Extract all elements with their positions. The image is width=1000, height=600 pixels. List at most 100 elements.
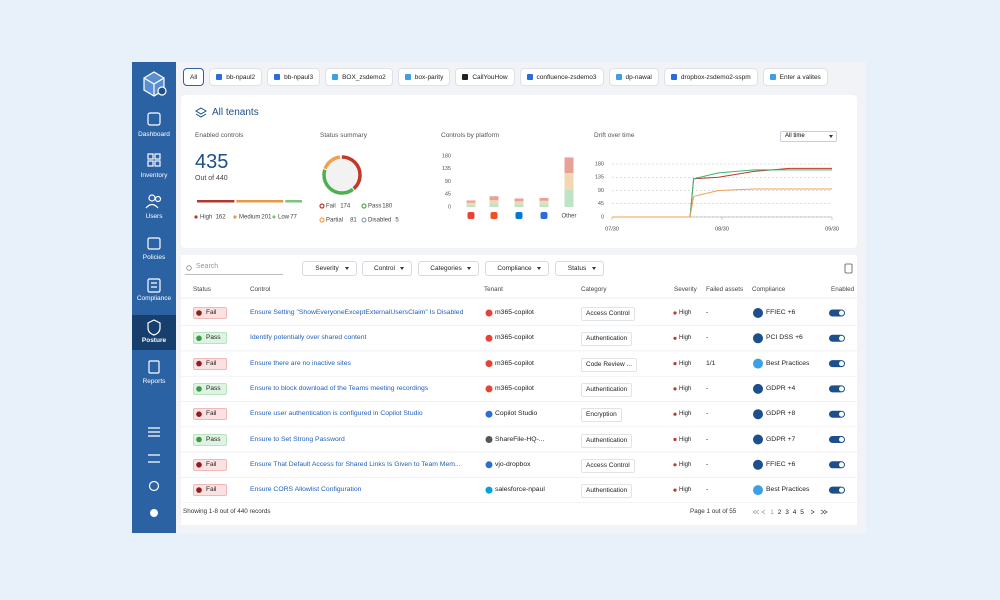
status-badge: Fail [193,357,227,370]
severity-bar [236,200,284,203]
tenant-tab[interactable]: confluence-zsdemo3 [519,68,604,86]
filter-button[interactable]: Status [555,261,604,276]
filter-button[interactable]: Control [362,261,412,276]
severity: High [679,335,692,342]
compliance: GDPR +4 [766,384,796,392]
layers-icon [195,107,207,118]
nav-label: Policies [142,254,166,261]
tab-icon [332,74,339,80]
tab-label: box-parity [414,73,444,81]
range-dropdown[interactable]: All time [780,131,837,142]
legend-name: Medium [239,215,260,221]
dropdown-caret [829,135,833,138]
failed-assets: 1/1 [706,359,716,367]
sidebar [132,62,176,533]
section-label: Enabled controls [195,132,244,139]
y-tick-label: 45 [598,201,604,207]
nav-label: Posture [141,337,167,344]
x-tick-label: 07/30 [605,226,619,232]
tab-label: Enter a valites [779,73,821,81]
status-badge: Pass [193,382,227,395]
section-label: Controls by platform [441,132,500,139]
tenant-tab[interactable]: Enter a valites [762,68,828,86]
y-tick-label: 135 [442,166,451,172]
tenant-tab[interactable]: dp-nawal [608,68,659,86]
overview-title: All tenants [212,107,259,118]
tab-icon [216,74,223,80]
control-link[interactable]: Ensure Setting "ShowEveryoneExceptExtern… [250,309,464,316]
compliance: Best Practices [766,359,810,367]
filter-label: Severity [315,265,339,272]
compliance-icon [753,333,763,344]
tenant-tab[interactable]: bb-npaul2 [209,68,263,86]
bar-segment [564,190,574,207]
page-number: 3 [785,509,789,516]
control-link[interactable]: Ensure CORS Allowlist Configuration [250,486,362,494]
tab-label: BOX_zsdemo2 [342,73,386,81]
control-link[interactable]: Ensure That Default Access for Shared Li… [250,460,461,468]
y-tick-label: 180 [595,161,604,167]
filter-button[interactable]: Categories [418,261,479,276]
filter-caret [592,267,596,270]
tab-label: dp-nawal [625,73,652,81]
severity-bar [197,200,235,203]
severity: High [679,436,692,443]
x-tick-label: 09/30 [825,226,839,232]
tenant-tab[interactable]: All [183,68,205,86]
legend-value: 81 [350,218,357,224]
search-input[interactable]: Search [185,263,283,275]
enabled-subtitle: Out of 440 [195,175,228,182]
filter-button[interactable]: Compliance [485,261,549,276]
status-icon [196,335,202,342]
page-info: Page 1 out of 55 [690,508,737,515]
inventory-icon [154,153,161,160]
legend-dot [319,217,325,223]
control-link[interactable]: Ensure there are no inactive sites [250,359,351,367]
tenant-tab[interactable]: dropbox-zsdemo2-sspm [663,68,758,86]
tenant-tab[interactable]: bb-npaul3 [267,68,321,86]
tenant-name: m365-copilot [495,309,534,316]
tab-icon [615,74,622,80]
bar-segment [539,197,549,201]
donut-segment [322,155,362,195]
control-link[interactable]: Identify potentially over shared content [250,334,367,342]
compliance: Best Practices [766,486,810,494]
failed-assets: - [706,460,709,468]
donut-segment [322,155,362,195]
tenant-tab[interactable]: box-parity [397,68,451,86]
toggle-knob [839,310,844,316]
tenant-tab[interactable]: BOX_zsdemo2 [325,68,393,86]
platform-icon [467,212,475,219]
column-header: Status [193,286,211,293]
search-icon [186,265,192,271]
tenant-name: m365-copilot [495,334,534,342]
column-header: Tenant [484,286,503,293]
page-last [820,509,828,515]
failed-assets: - [706,435,709,443]
severity-bar [285,200,302,203]
column-header: Severity [674,286,697,293]
severity-dot [673,488,677,492]
control-link[interactable]: Ensure to Set Strong Password [250,435,345,443]
filter-caret [467,267,471,270]
compliance: FFIEC +6 [766,309,796,316]
compliance-icon [753,459,763,470]
filter-button[interactable]: Severity [302,261,357,276]
tab-icon [670,74,677,80]
status-badge: Fail [193,408,227,421]
severity: High [679,487,692,494]
compliance: FFIEC +6 [766,460,796,468]
records-count: Showing 1-8 out of 440 records [183,508,271,515]
posture-icon [147,319,161,336]
compliance-icon [147,278,161,293]
tenant-icon [485,360,493,368]
bar-segment [564,157,574,173]
tenant-tab[interactable]: CallYouHow [455,68,515,86]
category-chip: Access Control [581,307,635,321]
status-icon [196,360,202,367]
control-link[interactable]: Ensure user authentication is configured… [250,410,423,418]
control-link[interactable]: Ensure to block download of the Teams me… [250,384,429,392]
sidebar-icons [132,71,176,517]
bar-segment [466,204,476,207]
